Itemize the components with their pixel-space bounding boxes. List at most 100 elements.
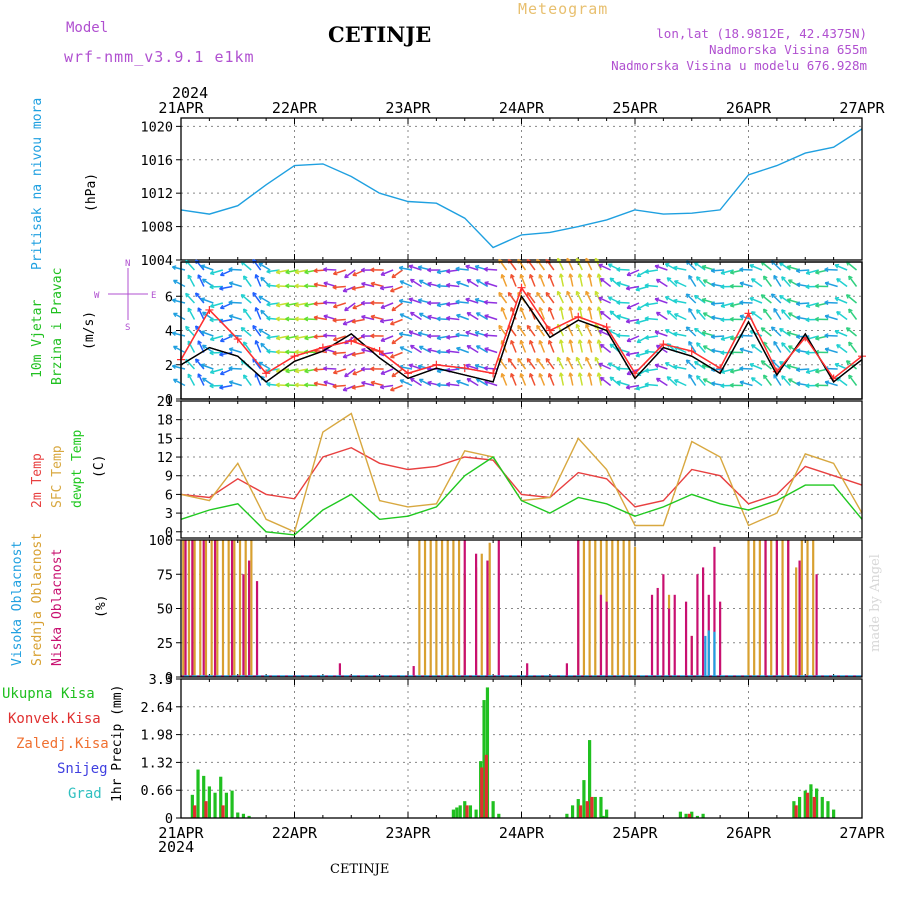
wind-arrowhead [536,324,541,330]
bar-low_cloud [764,540,767,677]
wind-arrowhead [228,281,234,287]
bar-total_precip [236,812,240,818]
wind-arrowhead [824,380,830,386]
wind-arrow [739,282,753,288]
wind-arrowhead [465,363,470,369]
bar-total_precip [202,775,206,818]
wind-arrowhead [436,382,441,388]
wind-arrowhead [219,384,224,390]
wind-arrowhead [625,351,631,357]
wind-arrow [749,297,763,304]
wind-arrow [408,298,422,304]
wind-arrowhead [824,347,830,353]
wind-arrowhead [577,273,583,278]
bar-mid_cloud [423,540,427,677]
wind-arrowhead [673,379,679,384]
bar-total_precip [570,805,575,818]
wind-arrowhead [607,296,613,301]
wind-arrow [172,332,186,337]
bar-total_precip [803,790,807,818]
wind-arrowhead [351,285,356,291]
wind-arrow [498,292,508,304]
wind-arrowhead [285,302,290,308]
wind-arrowhead [616,300,621,306]
wind-arrowhead [654,264,660,270]
wind-arrowhead [848,374,853,380]
model-name: wrf-nmm_v3.9.1 e1km [64,48,255,66]
wind-arrow [616,301,630,304]
wind-arrowhead [673,364,678,370]
wind-arrowhead [626,304,632,310]
wind-arrowhead [456,346,461,352]
bar-mid_cloud [446,540,449,677]
wind-arrowhead [626,337,632,343]
wind-arrowhead [587,372,593,377]
wind-arrow [760,327,772,337]
bar-mid_cloud [204,540,208,677]
wind-arrowhead [781,342,786,347]
wind-arrow [526,358,536,370]
wind-arrow [410,311,422,321]
wind-arrowhead [636,272,642,278]
wind-arrow [484,281,498,288]
wind-arrow [466,345,479,354]
wind-arrowhead [528,273,534,279]
wind-arrowhead [172,345,178,351]
wind-arrow [243,341,252,353]
wind-arrowhead [266,334,271,340]
bar-mid_cloud [210,540,213,677]
wind-arrow [304,285,318,288]
bar-low_cloud [565,663,568,677]
wind-arrowhead [172,312,178,318]
wind-arrowhead [805,369,811,374]
wind-arrow [501,373,508,386]
wind-arrowhead [547,372,553,378]
y-tick-label: 12 [157,450,173,466]
wind-arrowhead [254,339,260,345]
wind-arrow [240,327,252,337]
wind-arrowhead [398,331,404,337]
wind-arrow [685,293,697,304]
wind-arrow [332,318,346,322]
wind-arrow [805,302,819,308]
wind-arrowhead [781,309,786,314]
wind-arrow [258,361,271,370]
wind-arrow [545,358,555,370]
bar-convective [794,805,798,818]
wind-arrow [399,332,413,337]
wind-arrowhead [786,264,792,270]
wind-arrowhead [446,268,451,274]
wind-arrow [763,308,773,320]
wind-arrow [556,257,565,271]
wind-arrowhead [408,297,414,303]
wind-arrowhead [702,378,708,383]
wind-arrow [187,274,196,287]
wind-arrow [848,308,858,320]
wind-arrow [498,259,508,271]
bar-convective [480,767,484,818]
wind-arrowhead [187,307,192,313]
wind-arrowhead [200,363,206,369]
wind-arrowhead [483,299,489,305]
wind-arrow [344,368,356,378]
wind-arrow [751,344,763,354]
wind-arrowhead [456,313,461,319]
bar-total_precip [588,740,592,818]
wind-arrowhead [418,279,424,285]
bar-low_cloud [475,553,478,677]
wind-arrow [599,343,612,354]
wind-arrow [332,285,346,289]
wind-arrowhead [304,316,309,322]
wind-arrow [456,314,470,321]
wind-arrow [696,276,706,287]
wind-arrow [323,268,337,271]
wind-arrowhead [655,377,661,383]
wind-arrowhead [547,339,553,345]
wind-arrowhead [260,309,265,315]
wind-arrowhead [599,343,605,349]
wind-arrow [556,290,565,304]
wind-arrowhead [644,269,650,274]
wind-arrowhead [796,348,801,354]
wind-arrowhead [344,372,349,378]
wind-arrowhead [171,298,177,304]
